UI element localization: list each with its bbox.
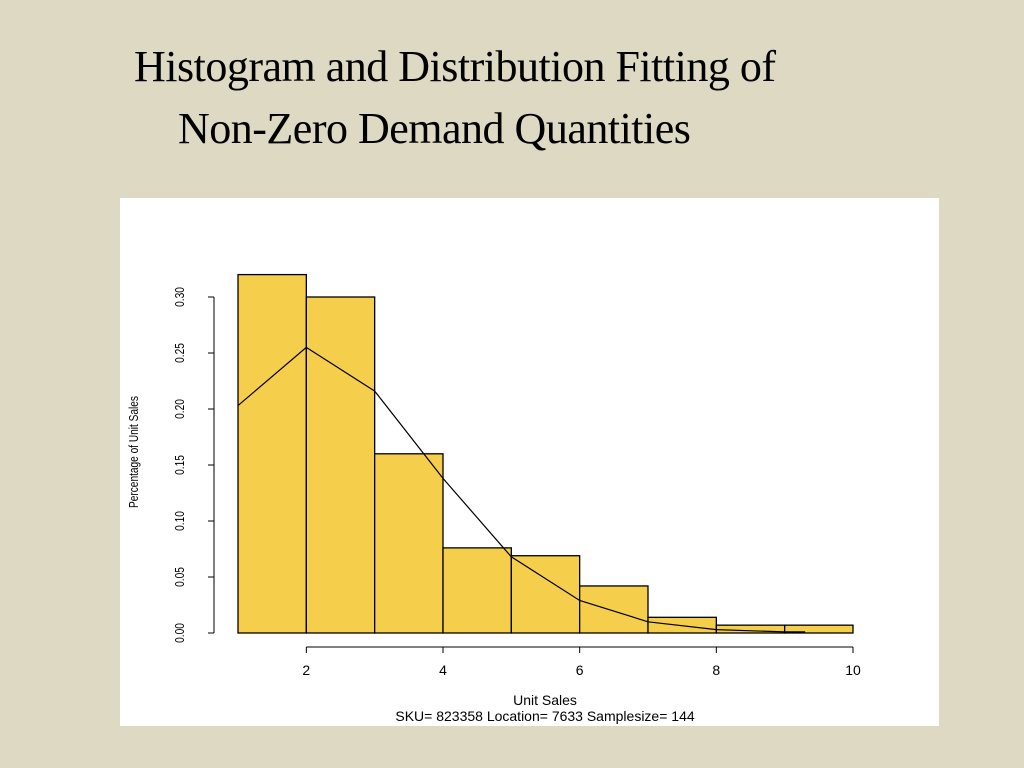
y-tick-label: 0.15 — [173, 455, 187, 475]
histogram-bar — [305, 296, 376, 634]
y-axis-label: Percentage of Unit Sales — [127, 396, 141, 508]
slide-title: Histogram and Distribution Fitting of No… — [0, 36, 1024, 160]
y-tick-label: 0.05 — [173, 567, 187, 587]
x-tick-label: 8 — [712, 662, 720, 678]
x-tick-label: 10 — [845, 662, 861, 678]
y-tick-label: 0.00 — [173, 623, 187, 643]
histogram-bar — [579, 585, 649, 634]
histogram-bars — [237, 273, 854, 634]
histogram-bar — [442, 547, 512, 634]
histogram-bar — [510, 555, 581, 634]
histogram-bar — [374, 453, 444, 634]
title-line-2: Non-Zero Demand Quantities — [178, 104, 691, 153]
x-tick-label: 2 — [302, 662, 310, 678]
x-axis-subtitle: SKU= 823358 Location= 7633 Samplesize= 1… — [395, 708, 694, 724]
title-line-1: Histogram and Distribution Fitting of — [134, 42, 776, 91]
y-tick-label: 0.20 — [173, 399, 187, 419]
fitted-line — [237, 346, 806, 633]
y-tick-label: 0.30 — [173, 287, 187, 307]
axes: 0.00 0.05 0.10 0.15 0.20 0.25 0.30 2 4 6 8 10 — [173, 287, 861, 678]
histogram-bar — [237, 273, 307, 634]
x-tick-label: 4 — [439, 662, 447, 678]
fitted-distribution — [237, 346, 806, 633]
plot-panel: 0.00 0.05 0.10 0.15 0.20 0.25 0.30 2 4 6 8 10 Unit … — [120, 198, 939, 726]
histogram-chart: 0.00 0.05 0.10 0.15 0.20 0.25 0.30 2 4 6 8 10 Unit … — [127, 273, 861, 724]
x-axis-label: Unit Sales — [513, 692, 577, 708]
y-tick-label: 0.25 — [173, 343, 187, 363]
y-tick-label: 0.10 — [173, 511, 187, 531]
histogram-bar — [784, 624, 854, 634]
x-tick-label: 6 — [576, 662, 584, 678]
